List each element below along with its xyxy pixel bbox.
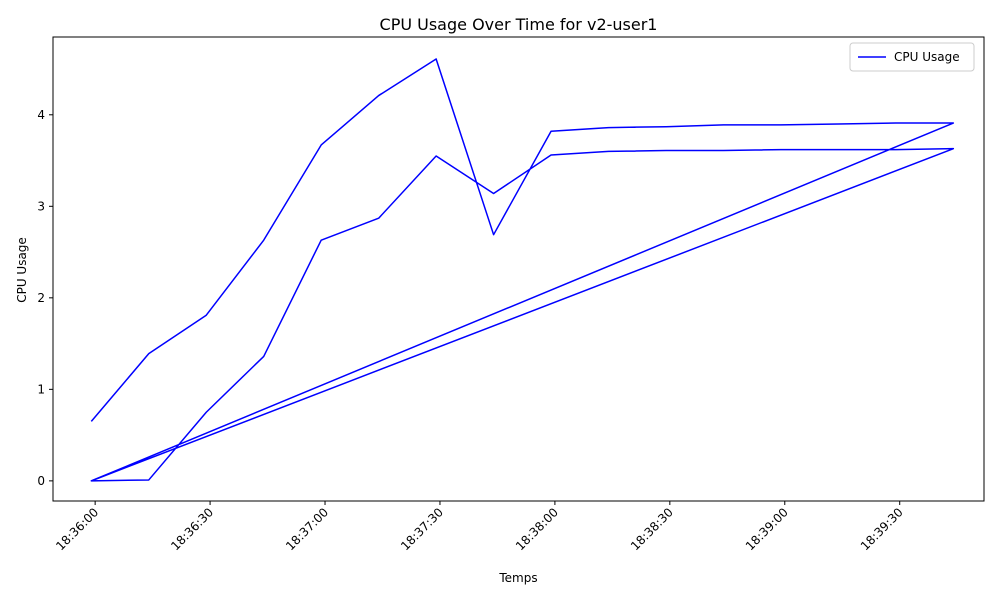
axes-frame (52, 36, 985, 502)
legend-box (849, 42, 975, 72)
y-tick-label: 0 (37, 474, 45, 488)
plot-area (52, 36, 985, 502)
legend: CPU Usage (849, 42, 975, 72)
y-axis-ticks: 0 1 2 3 4 (37, 108, 53, 488)
y-tick-label: 1 (37, 382, 45, 396)
y-tick-label: 2 (37, 291, 45, 305)
y-tick-label: 4 (37, 108, 45, 122)
series-line-0 (90, 58, 955, 482)
x-axis-label: Temps (498, 571, 537, 585)
y-axis-label: CPU Usage (15, 237, 29, 303)
y-tick-label: 3 (37, 199, 45, 213)
chart-title: CPU Usage Over Time for v2-user1 (380, 15, 658, 34)
legend-label: CPU Usage (894, 50, 960, 64)
